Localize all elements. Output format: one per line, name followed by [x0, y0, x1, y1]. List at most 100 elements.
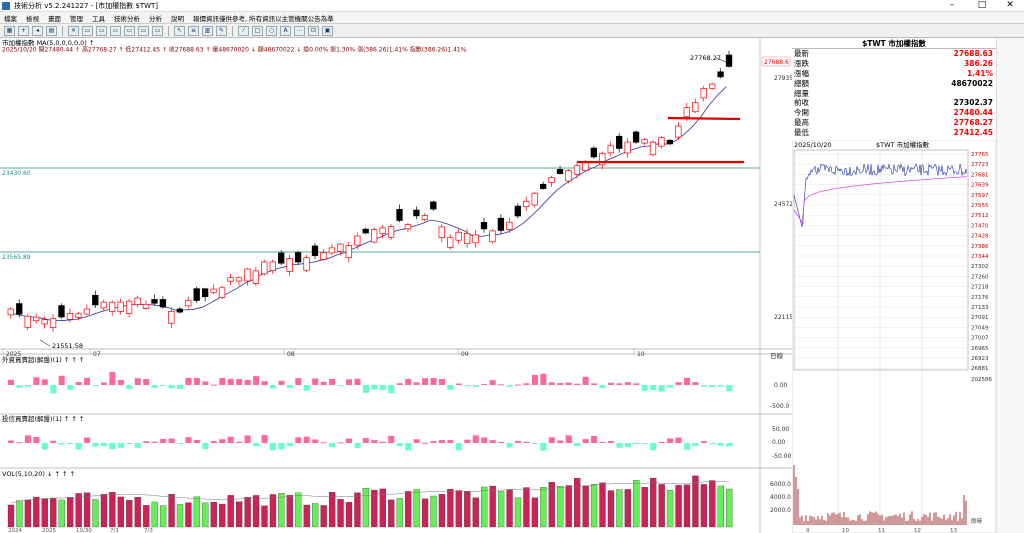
menu-item-screen[interactable]: 畫面 — [48, 14, 61, 23]
candle-body — [269, 261, 276, 271]
grid-icon[interactable]: ▦ — [4, 25, 15, 36]
maximize-button[interactable]: □ — [977, 0, 987, 10]
volume-bar — [700, 484, 708, 528]
list-icon[interactable]: ≡ — [188, 25, 199, 36]
candle — [66, 308, 74, 323]
draw-icon[interactable]: ✎ — [216, 25, 227, 36]
quote-row: 漲跌 386.26 — [792, 59, 996, 69]
menu-item-view[interactable]: 檢視 — [26, 14, 39, 23]
trust-bar — [472, 435, 479, 443]
lock-icon[interactable]: ⊡ — [308, 25, 319, 36]
mini-price-tick: 27049 — [971, 325, 989, 331]
window-icon[interactable]: ▭ — [110, 25, 121, 36]
menu-item-analysis[interactable]: 分析 — [149, 14, 162, 23]
foreign-bar — [684, 377, 690, 385]
volume-bar — [134, 497, 141, 528]
fib-icon[interactable]: ⋯ — [294, 25, 305, 36]
circle-icon[interactable]: ○ — [266, 25, 277, 36]
quote-row: 今開 27480.44 — [792, 108, 996, 118]
foreign-bar — [481, 383, 488, 385]
trust-bar — [658, 441, 665, 443]
candle — [649, 140, 657, 157]
candle-body — [607, 145, 614, 154]
save-icon[interactable]: ▣ — [322, 25, 333, 36]
trust-bar — [337, 442, 344, 444]
candle — [556, 165, 564, 175]
menu-item-tools[interactable]: 工具 — [92, 14, 105, 23]
cursor-icon[interactable]: ↖ — [174, 25, 185, 36]
window-icon[interactable]: ▭ — [138, 25, 149, 36]
pen-icon[interactable]: ⁄ — [238, 25, 249, 36]
layout-icon[interactable]: ▤ — [46, 25, 57, 36]
candle-body — [345, 245, 352, 259]
rect-icon[interactable]: □ — [252, 25, 263, 36]
trust-bar — [253, 443, 260, 447]
window-icon[interactable]: ▭ — [82, 25, 93, 36]
candle — [404, 222, 412, 233]
foreign-bar — [641, 385, 648, 391]
back-icon[interactable]: ◂ — [32, 25, 43, 36]
candle-body — [472, 234, 479, 244]
menu-item-manage[interactable]: 管理 — [70, 14, 83, 23]
mini-avg-line — [793, 176, 968, 225]
trust-tick: 0.00 — [772, 439, 786, 446]
volume-bar — [362, 488, 370, 528]
candle — [599, 151, 606, 170]
high-pointer — [715, 57, 727, 63]
candle — [125, 298, 133, 318]
volume-bar — [590, 484, 598, 528]
window-icon[interactable]: ▭ — [96, 25, 107, 36]
trust-bar — [58, 443, 65, 445]
candle — [41, 316, 48, 329]
trust-bar — [67, 443, 74, 444]
intraday-chart[interactable]: 2025/10/20 $TWT 市加權指數 27765 27723 27681 27639… — [792, 140, 996, 533]
candle — [337, 242, 344, 256]
foreign-bar — [286, 385, 293, 388]
candle-body — [531, 192, 538, 206]
volume-bar — [159, 505, 167, 528]
volume-bar — [447, 489, 454, 528]
mini-price-tick: 26923 — [971, 356, 989, 362]
volume-bar — [404, 491, 412, 528]
title-bar: 技術分析 v5.2.241227 - [市加權指數 $TWT] – □ ✕ — [0, 0, 1024, 12]
menu-item-help[interactable]: 說明 — [171, 14, 184, 23]
bottom-date-label: 10/30 — [76, 528, 92, 533]
mini-price-line — [793, 163, 968, 228]
volume-bar — [692, 475, 699, 528]
volume-bar — [717, 485, 724, 528]
candle-body — [202, 288, 209, 298]
close-button[interactable]: ✕ — [1006, 0, 1014, 10]
x-icon[interactable]: ✕ — [68, 25, 79, 36]
foreign-bar — [675, 382, 682, 385]
foreign-bar — [312, 378, 319, 385]
foreign-bar — [193, 377, 200, 385]
candle — [658, 136, 665, 149]
trust-bar — [667, 438, 674, 443]
text-icon[interactable]: A — [280, 25, 291, 36]
menu-item-file[interactable]: 檔案 — [4, 14, 17, 23]
candle-body — [261, 261, 268, 275]
bottom-date-label: 7/1 — [110, 528, 119, 533]
candle — [531, 191, 538, 208]
menu-item-technical[interactable]: 技術分析 — [114, 14, 140, 23]
candle — [539, 181, 547, 190]
quote-value: 27688.63 — [953, 49, 993, 58]
volume-bar — [278, 493, 285, 528]
bars-icon[interactable]: ▥ — [202, 25, 213, 36]
plus-icon[interactable]: + — [18, 25, 29, 36]
foreign-bar — [185, 377, 192, 385]
volume-bar — [312, 503, 319, 528]
window-icon[interactable]: ▭ — [124, 25, 135, 36]
trust-bar — [540, 443, 547, 451]
candle-body — [514, 205, 521, 217]
mini-time-label: 10 — [842, 528, 849, 533]
foreign-bar — [278, 380, 285, 385]
volume-bar — [328, 492, 336, 528]
candle-body — [463, 232, 471, 244]
trust-bar — [346, 438, 352, 443]
minimize-button[interactable]: – — [949, 0, 955, 10]
foreign-bar — [67, 385, 74, 390]
window-icon[interactable]: ▭ — [152, 25, 163, 36]
chart-area[interactable]: 市加權指數 MA(5,0,0,0,0,0) ↑2025/10/20 開27480… — [0, 38, 792, 533]
volume-bar — [413, 489, 420, 528]
